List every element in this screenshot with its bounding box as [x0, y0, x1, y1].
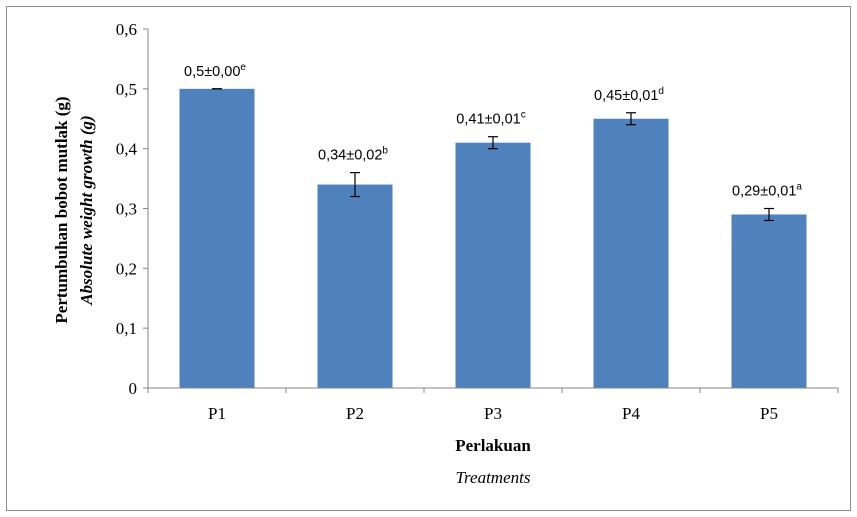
bar-p2	[317, 184, 393, 388]
y-tick-label: 0,1	[116, 319, 137, 338]
y-axis-title: Pertumbuhan bobot mutlak (g)	[52, 96, 71, 323]
x-axis-subtitle: Treatments	[456, 468, 531, 487]
x-axis-ticks: P1 P2 P3 P4 P5	[147, 388, 839, 423]
bar-p1	[179, 88, 255, 388]
x-tick-label: P3	[484, 404, 502, 423]
data-labels: 0,5±0,00e 0,34±0,02b 0,41±0,01c 0,45±0,01d 0…	[184, 62, 802, 200]
y-tick-label: 0,6	[116, 20, 137, 39]
x-tick-label: P4	[622, 404, 640, 423]
y-tick-label: 0,3	[116, 200, 137, 219]
data-label: 0,5±0,00e	[184, 62, 246, 80]
y-axis-ticks: 0 0,1 0,2 0,3 0,4 0,5 0,6	[116, 20, 148, 398]
bar-p5	[731, 214, 807, 388]
x-tick-label: P2	[346, 404, 364, 423]
error-bars	[212, 88, 774, 222]
data-label: 0,45±0,01d	[594, 86, 664, 104]
y-tick-label: 0	[129, 379, 138, 398]
data-label: 0,34±0,02b	[318, 146, 388, 164]
y-axis-subtitle: Absolute weight growth (g)	[77, 115, 96, 305]
y-tick-label: 0,2	[116, 259, 137, 278]
x-tick-label: P5	[760, 404, 778, 423]
chart-frame	[6, 6, 851, 511]
y-tick-label: 0,4	[116, 140, 138, 159]
data-label-superscript: c	[521, 110, 526, 121]
data-label-superscript: d	[658, 86, 664, 97]
x-tick-label: P1	[208, 404, 226, 423]
data-label-superscript: a	[796, 182, 802, 193]
data-label: 0,41±0,01c	[456, 110, 525, 128]
y-tick-label: 0,5	[116, 80, 137, 99]
bar-p4	[593, 118, 669, 388]
data-label: 0,29±0,01a	[732, 182, 802, 200]
bars	[179, 88, 807, 388]
x-axis-title: Perlakuan	[455, 436, 531, 455]
data-label-superscript: b	[382, 146, 388, 157]
bar-p3	[455, 142, 531, 388]
data-label-superscript: e	[240, 62, 246, 73]
